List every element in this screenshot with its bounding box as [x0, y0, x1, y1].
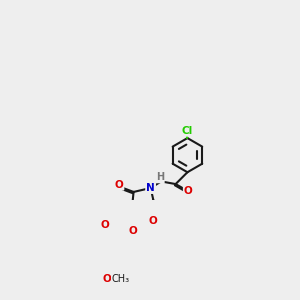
- Text: O: O: [184, 186, 193, 196]
- Text: O: O: [115, 180, 124, 190]
- Text: N: N: [146, 183, 155, 193]
- Text: Cl: Cl: [182, 126, 193, 136]
- Text: O: O: [128, 226, 137, 236]
- Text: H: H: [156, 172, 164, 182]
- Text: O: O: [100, 220, 109, 230]
- Text: O: O: [149, 216, 158, 226]
- Text: O: O: [103, 274, 112, 284]
- Text: CH₃: CH₃: [112, 274, 130, 284]
- Text: N: N: [146, 183, 155, 193]
